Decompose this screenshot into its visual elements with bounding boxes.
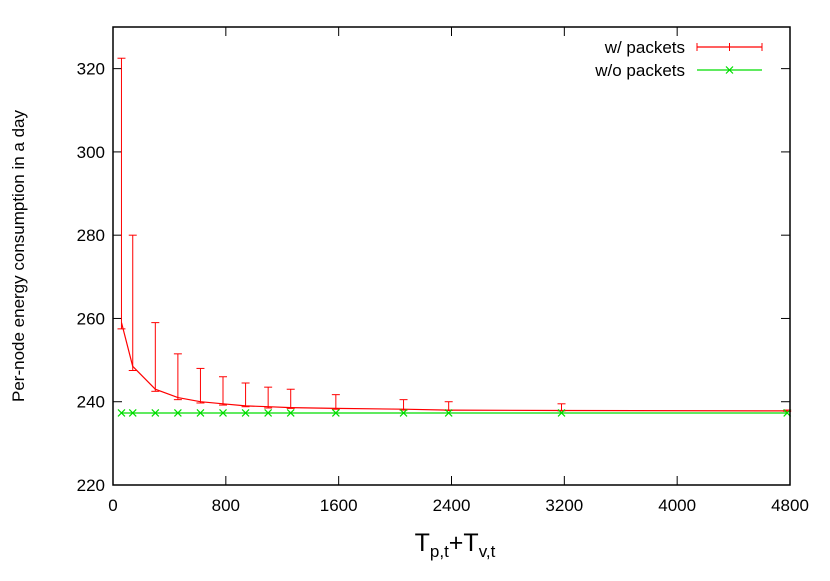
data-point <box>399 409 408 417</box>
x-axis-label-plus: + <box>449 529 464 557</box>
y-tick-label: 280 <box>77 226 105 245</box>
x-tick-label: 2400 <box>433 496 471 515</box>
y-tick-label: 320 <box>77 60 105 79</box>
x-tick-label: 4800 <box>771 496 809 515</box>
error-bar-point <box>286 388 295 409</box>
x-marker-stroke-b <box>241 409 250 417</box>
error-bar-point <box>219 376 228 406</box>
y-tick-label: 240 <box>77 393 105 412</box>
x-marker-stroke-b <box>399 409 408 417</box>
x-tick-label: 3200 <box>545 496 583 515</box>
legend-entry-without-packets: w/o packets <box>594 61 762 80</box>
x-tick-label: 800 <box>212 496 240 515</box>
error-bar-point <box>117 57 126 330</box>
error-bar-point <box>241 382 250 408</box>
x-marker-stroke-b <box>151 409 160 417</box>
data-point <box>196 409 205 417</box>
legend-entry-with-packets: w/ packets <box>604 38 763 57</box>
y-tick-label: 220 <box>77 476 105 495</box>
series-line <box>120 322 788 412</box>
x-marker-stroke-b <box>117 409 126 417</box>
error-bar-point <box>173 353 182 401</box>
x-marker-stroke-b <box>196 409 205 417</box>
data-point <box>331 409 340 417</box>
data-point <box>286 409 295 417</box>
legend-marker <box>725 66 734 74</box>
error-bar-point <box>264 386 273 409</box>
x-marker-stroke-b <box>219 409 227 417</box>
error-bar-point <box>444 401 453 411</box>
data-point <box>444 409 453 417</box>
x-tick-label: 1600 <box>320 496 358 515</box>
y-tick-label: 300 <box>77 143 105 162</box>
data-point <box>557 409 566 417</box>
error-bar-point <box>331 394 340 410</box>
x-marker-stroke-b <box>173 409 182 417</box>
data-point <box>117 409 126 417</box>
series-with-packets <box>117 57 792 412</box>
error-bar-point <box>196 367 205 404</box>
data-point <box>128 409 137 417</box>
plot-frame <box>112 26 791 486</box>
y-tick-label: 260 <box>77 309 105 328</box>
x-marker-stroke-b <box>331 409 340 417</box>
data-point <box>241 409 250 417</box>
data-point <box>219 409 227 417</box>
data-point <box>151 409 160 417</box>
x-marker-stroke-b <box>286 409 295 417</box>
error-bar-point <box>128 234 137 371</box>
error-bar-point <box>399 399 408 411</box>
x-tick-label: 4000 <box>658 496 696 515</box>
data-point <box>173 409 182 417</box>
legend: w/ packets w/o packets <box>594 38 763 80</box>
x-marker-stroke-b <box>557 409 566 417</box>
x-marker-stroke-b <box>725 66 734 74</box>
x-axis-label: Tp,t+Tv,t <box>415 529 496 561</box>
x-marker-stroke-b <box>444 409 453 417</box>
x-tick-label: 0 <box>108 496 117 515</box>
legend-label: w/ packets <box>604 38 685 57</box>
error-bar-point <box>151 322 160 392</box>
y-axis-label: Per-node energy consumption in a day <box>9 109 28 402</box>
legend-label: w/o packets <box>594 61 685 80</box>
x-axis-label-t2: T <box>463 529 478 557</box>
data-point <box>264 409 273 417</box>
x-axis-label-t1: T <box>415 529 430 557</box>
series-without-packets <box>117 409 792 417</box>
x-axis-label-sub1: p,t <box>430 542 449 561</box>
plot-series <box>117 57 792 417</box>
x-marker-stroke-b <box>128 409 137 417</box>
x-axis-label-sub2: v,t <box>479 542 496 561</box>
x-marker-stroke-b <box>264 409 273 417</box>
